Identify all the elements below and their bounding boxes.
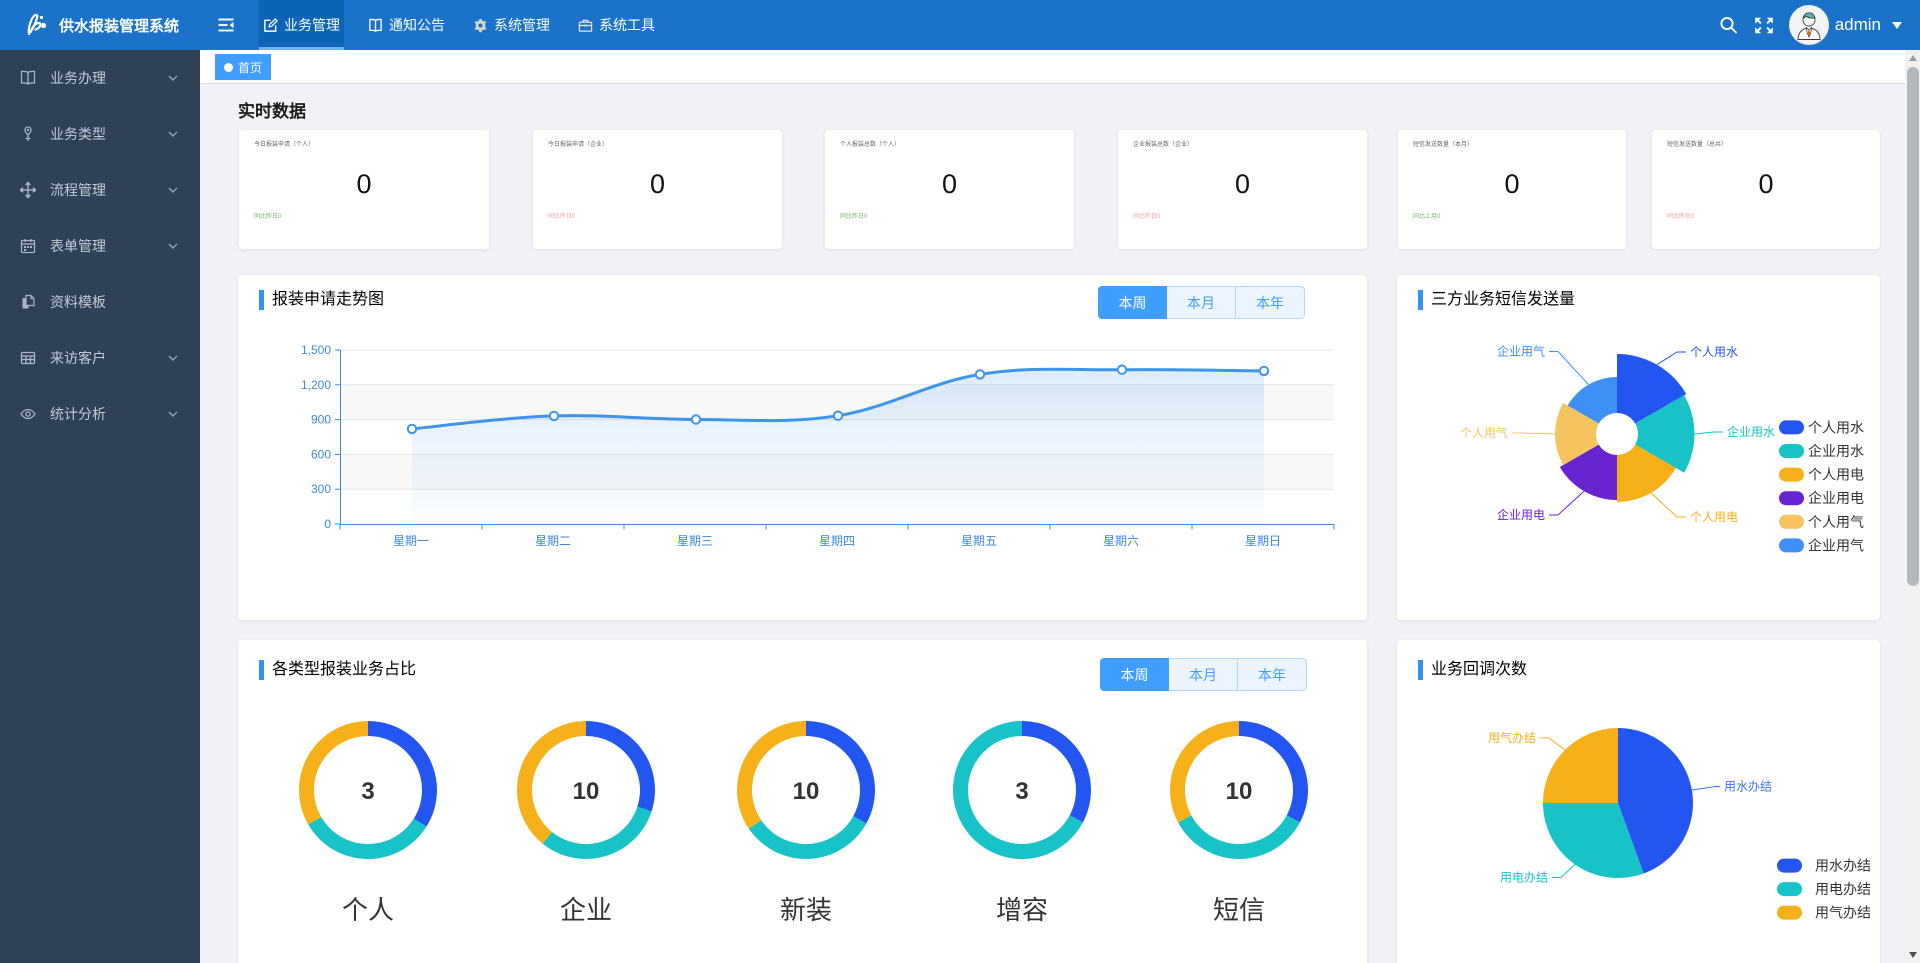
svg-text:10: 10 <box>793 778 820 805</box>
svg-text:900: 900 <box>311 413 331 427</box>
svg-text:个人用电: 个人用电 <box>1808 467 1864 483</box>
svg-text:星期六: 星期六 <box>1103 534 1139 548</box>
svg-text:企业用电: 企业用电 <box>1497 507 1545 522</box>
svg-text:用气办结: 用气办结 <box>1488 730 1536 745</box>
svg-text:10: 10 <box>1226 778 1253 805</box>
svg-text:新装: 新装 <box>780 895 832 925</box>
svg-text:用电办结: 用电办结 <box>1815 881 1871 897</box>
svg-text:10: 10 <box>573 778 600 805</box>
svg-text:企业用水: 企业用水 <box>1727 424 1775 439</box>
svg-text:短信: 短信 <box>1213 895 1265 925</box>
svg-text:个人用水: 个人用水 <box>1690 345 1738 359</box>
svg-text:个人: 个人 <box>342 895 394 925</box>
svg-text:用气办结: 用气办结 <box>1815 905 1871 921</box>
svg-text:用水办结: 用水办结 <box>1815 858 1871 874</box>
svg-text:个人用气: 个人用气 <box>1808 514 1864 530</box>
svg-text:600: 600 <box>311 447 331 461</box>
svg-text:星期五: 星期五 <box>961 534 997 548</box>
svg-text:企业用气: 企业用气 <box>1497 344 1545 359</box>
svg-text:用水办结: 用水办结 <box>1724 779 1772 794</box>
svg-text:用电办结: 用电办结 <box>1500 870 1548 885</box>
svg-text:企业用气: 企业用气 <box>1808 537 1864 553</box>
svg-text:300: 300 <box>311 482 331 496</box>
svg-text:星期一: 星期一 <box>393 534 429 548</box>
svg-text:个人用水: 个人用水 <box>1808 419 1864 435</box>
svg-text:星期日: 星期日 <box>1245 534 1281 548</box>
svg-text:1,200: 1,200 <box>301 378 331 392</box>
svg-text:1,500: 1,500 <box>301 343 331 357</box>
svg-text:0: 0 <box>324 517 331 531</box>
svg-text:增容: 增容 <box>996 895 1048 925</box>
svg-text:个人用气: 个人用气 <box>1460 425 1508 440</box>
svg-text:企业用水: 企业用水 <box>1808 443 1864 459</box>
svg-text:企业用电: 企业用电 <box>1808 490 1864 506</box>
svg-text:星期三: 星期三 <box>677 534 713 548</box>
svg-text:个人用电: 个人用电 <box>1690 510 1738 524</box>
svg-text:星期二: 星期二 <box>535 534 571 548</box>
svg-text:星期四: 星期四 <box>819 534 855 548</box>
svg-text:3: 3 <box>361 778 374 805</box>
svg-text:企业: 企业 <box>560 895 612 925</box>
svg-text:3: 3 <box>1015 778 1028 805</box>
